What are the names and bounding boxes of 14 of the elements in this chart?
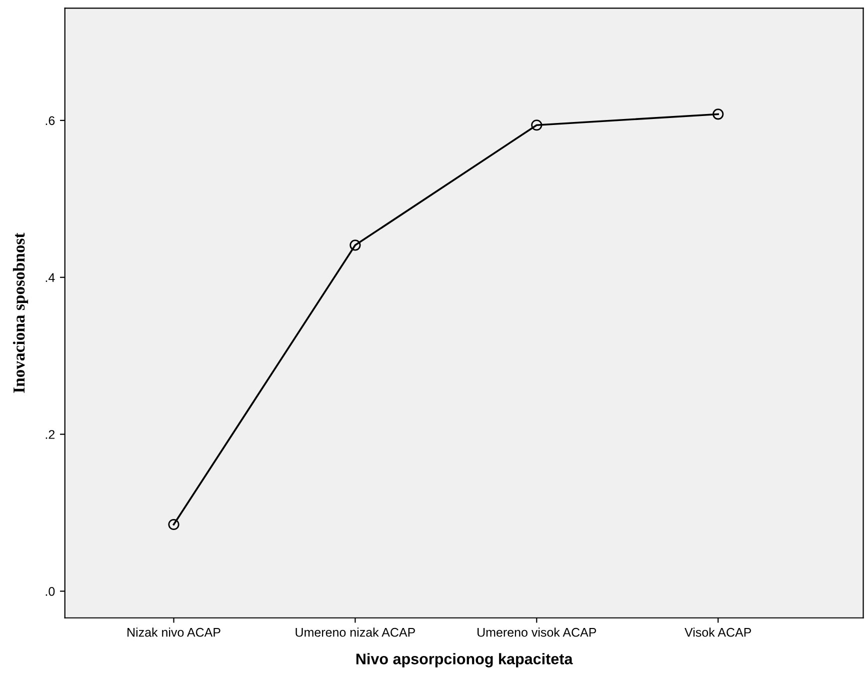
point — [531, 120, 542, 131]
y-tick-label: .2 — [46, 430, 55, 439]
point — [168, 518, 180, 530]
y-axis-title: Inovaciona sposobnost — [12, 232, 28, 393]
x-tick-label: Umereno nizak ACAP — [296, 628, 415, 637]
point — [712, 108, 724, 120]
point — [350, 240, 361, 251]
x-tick-label: Umereno visok ACAP — [478, 628, 596, 637]
x-axis-title: Nivo apsorpcionog kapaciteta — [356, 653, 573, 668]
y-tick-label: .0 — [46, 586, 55, 596]
x-tick-label: Nizak nivo ACAP — [128, 628, 220, 637]
x-tick-label: Visok ACAP — [684, 628, 752, 637]
y-tick-label: .4 — [46, 273, 55, 282]
y-tick-label: .6 — [46, 116, 55, 126]
